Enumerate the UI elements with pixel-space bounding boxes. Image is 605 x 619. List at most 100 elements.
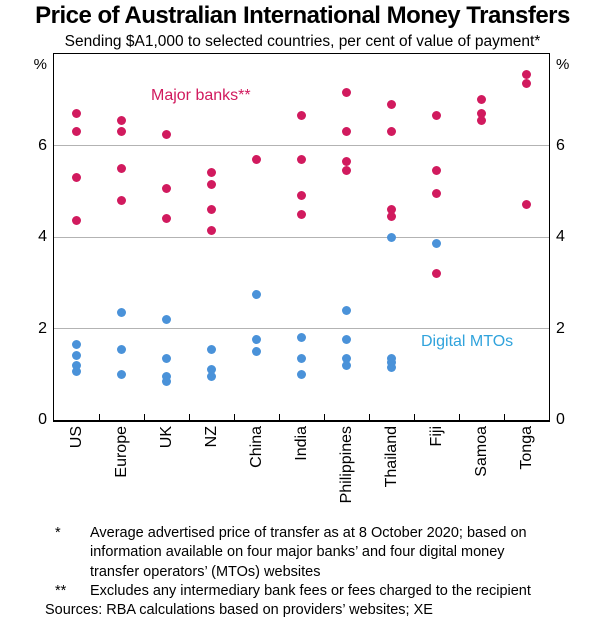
data-point xyxy=(432,269,441,279)
data-point xyxy=(477,108,486,118)
data-point xyxy=(522,200,531,210)
footnote-2: ** Excludes any intermediary bank fees o… xyxy=(45,582,560,601)
y-tick-label: 6 xyxy=(556,136,565,154)
x-tick xyxy=(368,414,370,420)
y-tick-label: 4 xyxy=(38,228,47,245)
x-tick xyxy=(188,414,190,420)
footnote-1-marker: * xyxy=(55,525,61,541)
data-point xyxy=(117,195,126,205)
y-tick-label: 4 xyxy=(556,228,565,245)
y-axis-unit-left: % xyxy=(33,56,47,73)
chart-title: Price of Australian International Money … xyxy=(35,2,570,29)
footnote-2-marker: ** xyxy=(55,582,67,599)
footnote-1-line: information available on four major bank… xyxy=(90,544,505,561)
data-point xyxy=(252,346,261,356)
series-label: Major banks** xyxy=(151,87,251,104)
data-point xyxy=(207,205,216,215)
gridline xyxy=(54,145,549,146)
x-category-label: Fiji xyxy=(427,426,445,447)
data-point xyxy=(387,205,396,215)
data-point xyxy=(297,353,306,363)
series-label: Digital MTOs xyxy=(421,333,514,350)
footnote-1-text: Average advertised price of transfer as … xyxy=(90,524,560,582)
data-point xyxy=(162,214,171,224)
sources-line: Sources: RBA calculations based on provi… xyxy=(45,602,433,619)
data-point xyxy=(252,289,261,299)
y-tick-label: 6 xyxy=(38,136,47,154)
data-point xyxy=(342,166,351,176)
x-tick xyxy=(413,414,415,420)
data-point xyxy=(297,209,306,219)
data-point xyxy=(207,168,216,178)
x-tick xyxy=(278,414,280,420)
x-category-label: Thailand xyxy=(382,426,400,488)
footnote-1-line: transfer operators’ (MTOs) websites xyxy=(90,563,321,580)
data-point xyxy=(477,115,486,125)
plot-area: % % 0 0 2 2 4 4 6 6 US Europe UK NZ China India Philip… xyxy=(34,53,569,503)
data-point xyxy=(297,369,306,379)
y-tick-label: 0 xyxy=(556,411,565,428)
footnote-1-line: Average advertised price of transfer as … xyxy=(90,525,527,541)
x-category-label: Samoa xyxy=(472,426,490,477)
data-point xyxy=(297,333,306,343)
footnotes: * Average advertised price of transfer a… xyxy=(45,524,560,619)
x-category-label: Philippines xyxy=(337,426,355,504)
data-point xyxy=(387,358,396,368)
data-point xyxy=(342,88,351,98)
data-point xyxy=(297,191,306,201)
data-point xyxy=(342,127,351,137)
data-point xyxy=(162,372,171,382)
data-point xyxy=(387,362,396,372)
gridline xyxy=(54,328,549,329)
data-point xyxy=(342,360,351,370)
data-point xyxy=(207,179,216,189)
y-tick-label: 0 xyxy=(38,411,47,428)
x-category-label: India xyxy=(292,426,310,461)
data-point xyxy=(387,353,396,363)
data-point xyxy=(207,344,216,354)
data-point xyxy=(387,211,396,221)
data-point xyxy=(342,335,351,345)
x-category-label: NZ xyxy=(202,426,220,448)
data-point xyxy=(522,70,531,80)
data-point xyxy=(297,154,306,164)
x-category-label: Europe xyxy=(112,426,130,478)
data-point xyxy=(252,335,261,345)
x-tick xyxy=(233,414,235,420)
y-axis-unit-right: % xyxy=(556,56,570,73)
data-point xyxy=(72,367,81,377)
data-point xyxy=(117,369,126,379)
data-point xyxy=(72,216,81,226)
footnote-2-text: Excludes any intermediary bank fees or f… xyxy=(90,582,531,599)
data-point xyxy=(72,127,81,137)
x-tick xyxy=(503,414,505,420)
x-tick xyxy=(458,414,460,420)
y-tick-label: 2 xyxy=(556,319,565,337)
data-point xyxy=(297,111,306,121)
data-point xyxy=(252,154,261,164)
x-tick xyxy=(98,414,100,420)
y-tick-label: 2 xyxy=(38,319,47,337)
data-point xyxy=(72,360,81,370)
data-point xyxy=(162,353,171,363)
data-point xyxy=(162,314,171,324)
data-point xyxy=(477,95,486,105)
data-point xyxy=(117,115,126,125)
data-point xyxy=(387,99,396,109)
data-point xyxy=(72,108,81,118)
data-point xyxy=(117,163,126,173)
data-point xyxy=(342,353,351,363)
x-tick xyxy=(143,414,145,420)
data-point xyxy=(207,225,216,235)
data-point xyxy=(72,340,81,349)
data-point xyxy=(207,372,216,382)
data-point xyxy=(72,173,81,183)
data-point xyxy=(432,189,441,199)
x-tick xyxy=(323,414,325,420)
x-category-label: US xyxy=(67,426,85,449)
gridline xyxy=(54,236,549,238)
chart-subtitle: Sending $A1,000 to selected countries, p… xyxy=(64,33,541,50)
data-point xyxy=(432,111,441,121)
x-category-label: UK xyxy=(157,426,175,449)
